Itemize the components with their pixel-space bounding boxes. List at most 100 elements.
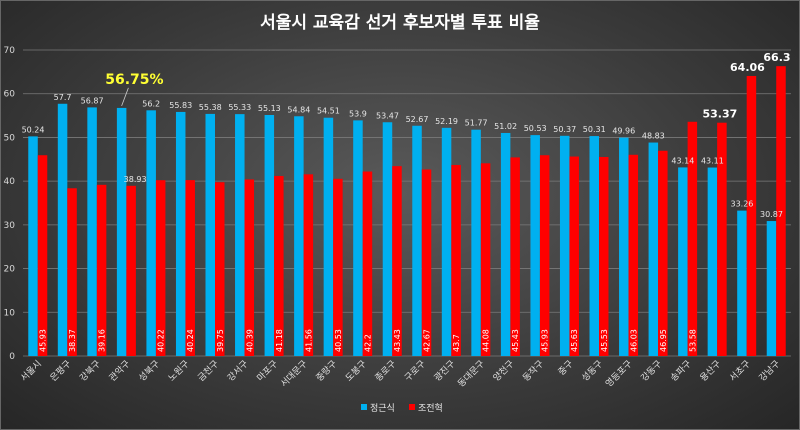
bar-series-2 xyxy=(215,182,225,356)
bar-series-2 xyxy=(687,121,698,356)
bar-series-1 xyxy=(619,137,629,356)
data-label-series-2: 38.37 xyxy=(68,329,77,352)
x-tick-label: 노원구 xyxy=(166,358,191,383)
y-tick-label: 30 xyxy=(4,221,16,231)
bars xyxy=(28,66,786,357)
data-label-series-1: 50.37 xyxy=(553,125,576,134)
bar-series-1 xyxy=(737,210,747,356)
y-tick-label: 20 xyxy=(4,265,16,275)
bar-series-1 xyxy=(707,167,718,356)
x-tick-label: 서초구 xyxy=(727,358,752,383)
x-tick-label: 광진구 xyxy=(431,358,457,384)
x-tick-label: 관악구 xyxy=(106,358,132,384)
data-label-series-2: 44.08 xyxy=(482,329,491,352)
x-tick-label: 강서구 xyxy=(225,358,250,383)
annotation-bold-label: 66.3 xyxy=(763,51,790,64)
x-tick-label: 양천구 xyxy=(491,358,516,383)
bar-series-2 xyxy=(539,155,550,356)
data-label-series-1: 55.38 xyxy=(199,103,222,112)
bar-series-2 xyxy=(126,185,136,356)
data-label-series-1: 49.96 xyxy=(612,127,635,136)
data-label-series-2: 53.58 xyxy=(688,329,697,352)
bar-series-2 xyxy=(658,150,668,356)
y-tick-label: 0 xyxy=(9,352,15,362)
data-label-series-2: 43.43 xyxy=(393,329,402,352)
annotation-highlight: 56.75% xyxy=(105,72,163,88)
data-label-series-2: 40.39 xyxy=(245,329,254,352)
x-tick-label: 송파구 xyxy=(668,358,693,383)
data-label-series-2: 41.18 xyxy=(275,329,284,352)
bar-series-1 xyxy=(500,132,511,356)
data-label-series-1: 57.7 xyxy=(54,93,72,102)
data-label-series-1: 54.84 xyxy=(287,105,310,114)
data-label-series-2: 46.95 xyxy=(659,329,668,352)
data-label-series-1: 55.33 xyxy=(228,103,251,112)
data-label-series-1: 33.26 xyxy=(730,200,753,209)
data-label-series-1: 43.14 xyxy=(671,156,694,165)
x-tick-label: 강동구 xyxy=(639,358,664,383)
bar-series-2 xyxy=(421,169,432,356)
data-label-series-2: 40.53 xyxy=(334,329,343,352)
bar-series-1 xyxy=(205,113,215,357)
data-label-series-1: 51.77 xyxy=(465,119,488,128)
x-tick-label: 동대문구 xyxy=(456,358,487,389)
data-label-series-1: 30.87 xyxy=(760,210,783,219)
legend-swatch xyxy=(361,404,367,410)
data-label-series-2: 46.03 xyxy=(629,329,638,352)
bar-series-1 xyxy=(678,167,688,356)
bar-series-2 xyxy=(67,188,77,356)
bar-series-2 xyxy=(362,171,373,356)
x-tick-label: 성북구 xyxy=(137,358,162,383)
bar-series-2 xyxy=(451,164,461,356)
x-tick-label: 금천구 xyxy=(196,358,221,383)
bar-series-2 xyxy=(274,175,284,356)
data-label-series-1: 43.11 xyxy=(701,157,724,166)
bar-series-2 xyxy=(155,180,166,356)
bar-series-2 xyxy=(776,66,786,356)
data-label-series-1: 52.67 xyxy=(406,115,429,124)
x-tick-label: 도봉구 xyxy=(343,358,368,383)
y-tick-label: 10 xyxy=(4,308,16,318)
data-label-series-2: 39.16 xyxy=(98,329,107,352)
data-label-series-2: 40.24 xyxy=(186,329,195,352)
data-label-series-2: 45.93 xyxy=(39,329,48,352)
data-label-series-2: 38.93 xyxy=(124,175,147,184)
data-label-series-2: 45.63 xyxy=(570,329,579,352)
bar-series-2 xyxy=(303,174,314,356)
annotation-bold-label: 53.37 xyxy=(703,108,738,121)
y-axis: 0 10 20 30 40 50 60 70 xyxy=(4,46,16,362)
x-tick-label: 영등포구 xyxy=(603,358,634,389)
gridlines xyxy=(23,49,791,357)
data-label-series-2: 39.75 xyxy=(216,329,225,352)
chart-title: 서울시 교육감 선거 후보자별 투표 비율 xyxy=(260,12,540,33)
x-tick-label: 동작구 xyxy=(521,358,546,383)
x-tick-label: 구로구 xyxy=(403,358,428,383)
bar-series-1 xyxy=(146,110,156,356)
data-label-series-1: 55.13 xyxy=(258,104,281,113)
x-tick-label: 은평구 xyxy=(48,358,73,383)
legend-swatch xyxy=(409,404,415,410)
data-label-series-1: 51.02 xyxy=(494,122,517,131)
bar-series-1 xyxy=(28,136,38,356)
bar-series-1 xyxy=(412,125,422,356)
data-label-series-1: 56.2 xyxy=(142,99,160,108)
bar-series-1 xyxy=(471,129,481,356)
y-tick-label: 50 xyxy=(4,133,16,143)
x-tick-label: 성동구 xyxy=(580,358,605,383)
bar-series-1 xyxy=(235,114,245,356)
data-label-series-2: 45.53 xyxy=(600,329,609,352)
x-tick-label: 용산구 xyxy=(698,358,723,383)
bar-series-2 xyxy=(510,157,520,356)
bar-series-1 xyxy=(57,103,68,356)
bar-series-2 xyxy=(37,155,48,356)
x-tick-label: 서대문구 xyxy=(279,358,310,389)
bar-series-1 xyxy=(323,117,334,356)
x-tick-label: 서울시 xyxy=(19,358,44,383)
bar-series-2 xyxy=(392,166,402,356)
bar-series-2 xyxy=(96,184,107,356)
bar-series-1 xyxy=(530,135,540,356)
data-label-series-2: 45.93 xyxy=(541,329,550,352)
bar-series-1 xyxy=(116,107,127,357)
bar-series-1 xyxy=(559,135,570,356)
